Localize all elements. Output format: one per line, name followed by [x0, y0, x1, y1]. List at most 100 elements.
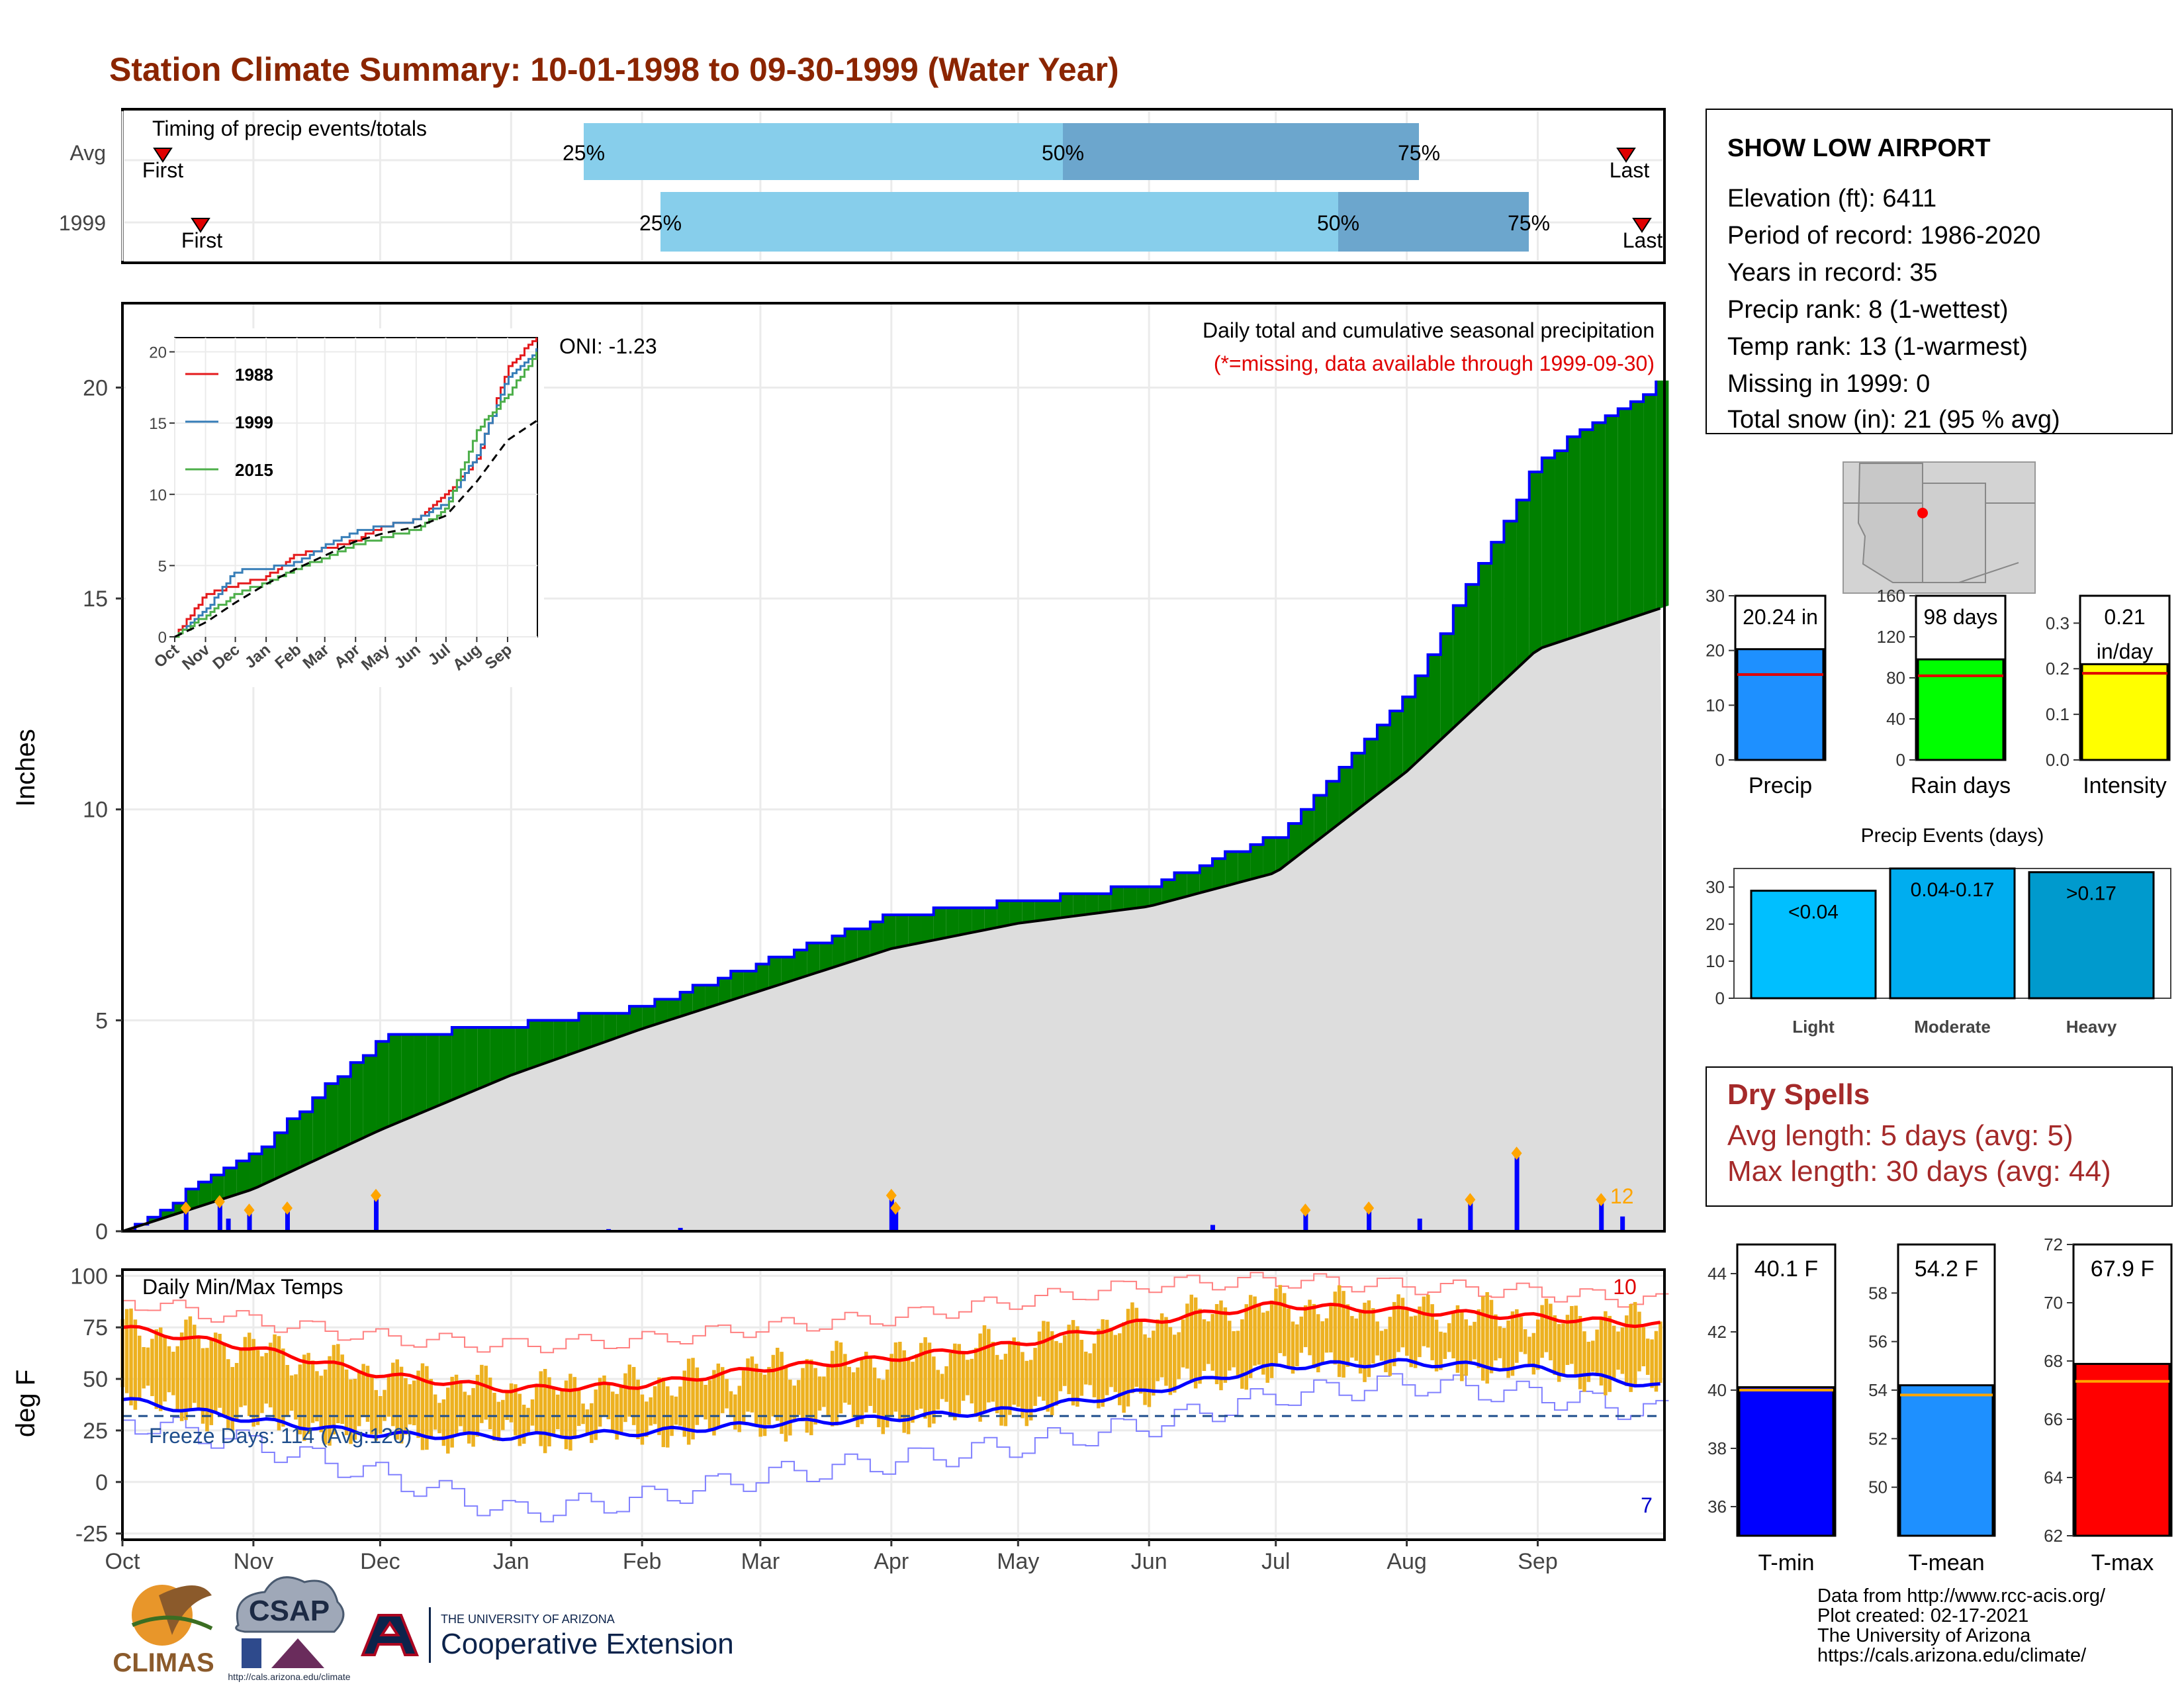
above-avg-segment [743, 971, 756, 996]
daily-temp-range-bar [1363, 1302, 1367, 1382]
daily-temp-range-bar [1063, 1335, 1067, 1386]
daily-temp-range-bar [932, 1356, 936, 1424]
daily-temp-range-bar [365, 1366, 370, 1422]
daily-temp-range-bar [450, 1376, 454, 1448]
daily-precip-bar [226, 1218, 231, 1231]
mini-bar-value [1736, 648, 1825, 761]
precip-max-label: 12 [1610, 1184, 1634, 1208]
daily-temp-range-bar [1210, 1314, 1214, 1371]
y1999-last-label: Last [1623, 228, 1663, 252]
avg-cumulative-line [122, 607, 1661, 1233]
temp-bar-tick-label: 54 [1868, 1380, 1888, 1400]
station-line-precip-rank: Precip rank: 8 (1-wettest) [1727, 296, 2008, 324]
daily-temp-range-bar [175, 1346, 179, 1409]
events-tick-label: 30 [1706, 877, 1725, 897]
daily-temp-range-bar [1316, 1314, 1320, 1373]
daily-temp-range-bar [915, 1354, 919, 1411]
daily-temp-range-bar [978, 1333, 982, 1422]
inset-ytick-label: 20 [149, 344, 167, 362]
daily-temp-range-bar [163, 1335, 167, 1402]
daily-temp-range-bar [1037, 1331, 1042, 1397]
daily-temp-range-bar [294, 1374, 298, 1420]
mini-bar-intensity: 0.0 0.1 0.2 0.3 0.21 in/day Intensity [2046, 594, 2171, 798]
daily-temp-range-bar [1236, 1331, 1240, 1377]
above-avg-segment [680, 992, 693, 1017]
temp-bar-tick-label: 50 [1868, 1477, 1888, 1497]
daily-temp-range-bar [1223, 1307, 1228, 1383]
daily-temp-range-bar [404, 1378, 408, 1435]
daily-temp-range-bar [1324, 1318, 1329, 1353]
daily-temp-range-bar [843, 1354, 847, 1403]
above-avg-segment [1541, 457, 1555, 648]
daily-temp-range-bar [1633, 1301, 1637, 1385]
daily-temp-range-bar [627, 1364, 632, 1417]
daily-temp-range-bar [737, 1385, 741, 1432]
daily-temp-range-bar [881, 1380, 886, 1434]
daily-temp-range-bar [1075, 1326, 1079, 1407]
daily-temp-range-bar [264, 1352, 269, 1404]
daily-temp-range-bar [1565, 1315, 1570, 1366]
daily-temp-range-bar [505, 1391, 509, 1421]
station-line-missing: Missing in 1999: 0 [1727, 370, 1930, 398]
daily-temp-range-bar [695, 1367, 700, 1425]
daily-temp-range-bar [374, 1389, 379, 1441]
temp-bar-value [1738, 1386, 1835, 1537]
daily-temp-range-bar [974, 1348, 978, 1417]
credit-line-date: Plot created: 02-17-2021 [1817, 1605, 2028, 1626]
above-avg-segment [1580, 430, 1593, 635]
daily-temp-range-bar [847, 1366, 851, 1405]
temp-ytick-label: 75 [83, 1315, 108, 1340]
heavy-precip-marker [371, 1188, 382, 1202]
month-tick-label: Oct [105, 1549, 140, 1574]
daily-temp-range-bar [1028, 1360, 1033, 1421]
above-avg-segment [1491, 542, 1504, 693]
above-avg-segment [1465, 584, 1479, 716]
daily-temp-range-bar [124, 1309, 129, 1393]
mini-bar-tick-label: 20 [1706, 641, 1725, 661]
daily-temp-range-bar [877, 1378, 881, 1427]
above-avg-segment [756, 964, 769, 992]
daily-temp-range-bar [1342, 1291, 1345, 1378]
daily-temp-range-bar [762, 1374, 767, 1436]
daily-temp-range-bar [133, 1319, 138, 1410]
daily-temp-range-bar [784, 1365, 788, 1442]
month-tick-label: Feb [623, 1549, 662, 1574]
station-frame [1706, 109, 2173, 434]
above-avg-segment [540, 1020, 554, 1065]
daily-temp-range-bar [357, 1370, 361, 1427]
month-tick-label: Sep [1518, 1549, 1558, 1574]
csap-logo: CSAP http://cals.arizona.edu/climate [228, 1576, 351, 1682]
above-avg-segment [1440, 633, 1453, 740]
daily-temp-range-bar [602, 1375, 606, 1417]
daily-temp-range-bar [767, 1367, 771, 1425]
daily-temp-range-bar [213, 1333, 218, 1413]
above-avg-segment [1123, 886, 1137, 910]
daily-temp-range-bar [856, 1367, 860, 1427]
daily-temp-range-bar [1219, 1300, 1223, 1391]
above-avg-segment [1199, 865, 1212, 893]
daily-temp-range-bar [315, 1371, 319, 1422]
daily-temp-range-bar [459, 1382, 463, 1427]
avg-bar-50-75 [1063, 123, 1419, 180]
daily-temp-range-bar [809, 1359, 813, 1436]
precip-y-ticks: 0 5 10 15 20 [83, 375, 122, 1244]
daily-temp-range-bar [1616, 1331, 1620, 1370]
daily-temp-range-bar [590, 1403, 594, 1443]
daily-temp-range-bar [1083, 1351, 1088, 1385]
freeze-days-label: Freeze Days: 114 (Avg:120) [149, 1424, 412, 1448]
avg-bar-25-50 [584, 123, 1063, 180]
daily-temp-range-bar [1206, 1321, 1210, 1364]
daily-temp-range-bar [416, 1370, 420, 1438]
csap-bars [242, 1638, 261, 1668]
daily-temp-range-bar [872, 1367, 877, 1413]
daily-temp-range-bar [1659, 1321, 1662, 1383]
daily-temp-range-bar [1434, 1319, 1439, 1372]
event-category-label: Heavy [2066, 1017, 2117, 1037]
above-avg-segment [401, 1034, 414, 1121]
mini-bar-tick-label: 0.1 [2046, 704, 2070, 724]
daily-temp-range-bar [741, 1370, 746, 1423]
above-avg-segment [1592, 422, 1606, 631]
month-tick-label: Jul [1261, 1549, 1290, 1574]
daily-temp-range-bar [437, 1403, 441, 1434]
